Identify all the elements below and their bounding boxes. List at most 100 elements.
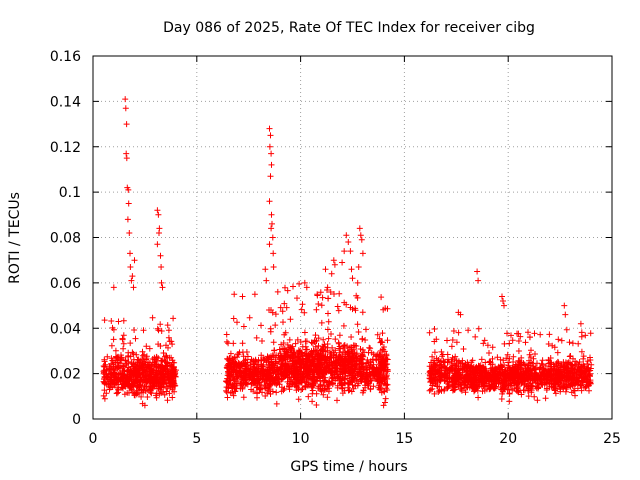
data-point <box>325 335 332 342</box>
data-point <box>355 264 362 270</box>
data-point <box>112 374 119 380</box>
data-point <box>503 355 510 362</box>
data-point <box>449 387 456 394</box>
data-point <box>268 356 275 363</box>
data-point <box>262 266 269 273</box>
data-point <box>123 155 130 162</box>
data-point <box>129 349 136 356</box>
data-point <box>350 357 357 364</box>
data-point <box>436 361 443 368</box>
data-point <box>100 392 107 399</box>
data-point <box>253 334 260 341</box>
data-point <box>273 400 280 407</box>
data-point <box>576 359 583 365</box>
data-point <box>458 385 465 392</box>
data-point <box>320 391 327 398</box>
data-point <box>234 354 240 361</box>
data-point <box>258 322 264 329</box>
data-point <box>435 389 442 395</box>
data-point <box>294 295 300 302</box>
data-point <box>287 344 294 351</box>
data-point <box>361 374 368 381</box>
data-point <box>160 350 167 356</box>
data-point <box>353 292 360 299</box>
data-point <box>455 358 462 365</box>
data-point <box>142 387 149 394</box>
data-point <box>349 379 356 386</box>
data-point <box>341 342 348 348</box>
data-point <box>235 359 242 366</box>
x-tick-label: 15 <box>395 431 413 447</box>
data-point <box>531 330 538 337</box>
data-point <box>295 347 302 354</box>
data-point <box>170 315 177 322</box>
data-point <box>448 343 455 350</box>
data-point <box>480 364 487 371</box>
data-point <box>295 396 302 403</box>
data-point <box>305 381 312 388</box>
data-point <box>315 301 322 307</box>
data-point <box>577 363 584 370</box>
data-point <box>144 378 151 385</box>
data-point <box>431 369 438 376</box>
data-point <box>557 384 564 390</box>
data-point <box>286 382 293 389</box>
data-point <box>128 370 134 377</box>
data-point <box>361 349 368 356</box>
data-point <box>170 365 177 372</box>
data-point <box>352 342 358 349</box>
data-point <box>431 349 438 356</box>
data-point <box>158 390 165 396</box>
data-point <box>367 385 374 392</box>
data-point <box>108 360 115 367</box>
data-point <box>223 331 230 338</box>
data-point <box>536 380 542 387</box>
data-point <box>120 340 127 347</box>
data-point <box>267 173 274 180</box>
data-point <box>267 367 274 374</box>
data-point <box>517 333 524 340</box>
data-point <box>478 381 485 388</box>
data-point <box>339 356 346 363</box>
data-point <box>267 132 274 139</box>
data-point <box>506 390 513 397</box>
data-point <box>464 384 471 391</box>
data-point <box>319 294 326 301</box>
data-point <box>252 368 259 375</box>
data-point <box>125 200 132 207</box>
data-point <box>510 353 517 360</box>
data-points <box>100 96 595 409</box>
data-point <box>331 291 337 297</box>
data-point <box>532 351 538 357</box>
data-point <box>327 289 334 295</box>
data-point <box>498 396 505 402</box>
data-point <box>106 365 113 372</box>
data-point <box>557 368 564 375</box>
data-point <box>230 366 237 373</box>
data-point <box>266 307 272 313</box>
data-point <box>348 266 355 273</box>
data-point <box>288 365 295 372</box>
data-point <box>272 358 279 365</box>
data-point <box>137 363 143 370</box>
data-point <box>317 386 324 393</box>
data-point <box>155 327 162 334</box>
data-point <box>127 250 133 257</box>
data-point <box>302 384 309 391</box>
data-point <box>328 270 335 277</box>
data-point <box>347 370 354 377</box>
data-point <box>343 232 350 239</box>
data-point <box>269 234 276 241</box>
data-point <box>258 363 265 370</box>
data-point <box>158 384 165 391</box>
data-point <box>299 343 306 350</box>
data-point <box>313 306 320 313</box>
data-point <box>270 378 277 385</box>
data-point <box>543 385 550 392</box>
data-point <box>446 359 452 366</box>
data-point <box>531 393 538 400</box>
data-point <box>292 340 299 347</box>
data-point <box>525 393 532 400</box>
data-point <box>444 337 450 344</box>
data-point <box>330 349 337 356</box>
